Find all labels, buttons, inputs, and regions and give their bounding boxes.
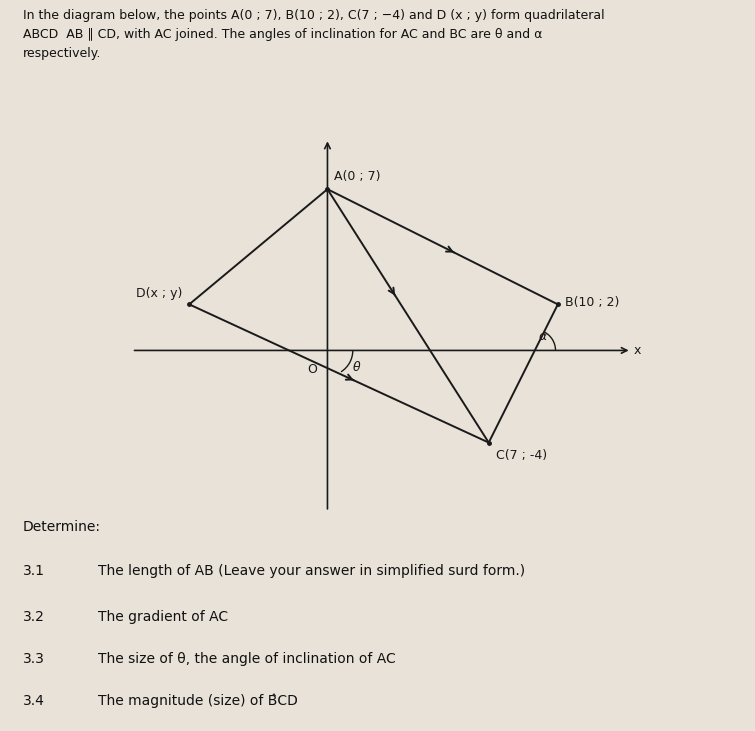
- Text: θ: θ: [353, 361, 360, 374]
- Text: In the diagram below, the points A(0 ; 7), B(10 ; 2), C(7 ; −4) and D (x ; y) fo: In the diagram below, the points A(0 ; 7…: [23, 10, 604, 61]
- Text: C(7 ; -4): C(7 ; -4): [495, 450, 547, 463]
- Text: The size of θ, the angle of inclination of AC: The size of θ, the angle of inclination …: [98, 652, 396, 666]
- Text: A(0 ; 7): A(0 ; 7): [334, 170, 381, 183]
- Text: D(x ; y): D(x ; y): [136, 287, 182, 300]
- Text: 3.2: 3.2: [23, 610, 45, 624]
- Text: α: α: [538, 330, 547, 343]
- Text: 3.3: 3.3: [23, 652, 45, 666]
- Text: 3.4: 3.4: [23, 694, 45, 708]
- Text: O: O: [307, 363, 317, 376]
- Text: The gradient of AC: The gradient of AC: [98, 610, 228, 624]
- Text: The magnitude (size) of B̂CD: The magnitude (size) of B̂CD: [98, 694, 298, 708]
- Text: 3.1: 3.1: [23, 564, 45, 578]
- Text: The length of AB (Leave your answer in simplified surd form.): The length of AB (Leave your answer in s…: [98, 564, 525, 578]
- Text: B(10 ; 2): B(10 ; 2): [565, 295, 619, 308]
- Text: x: x: [634, 344, 641, 357]
- Text: Determine:: Determine:: [23, 520, 100, 534]
